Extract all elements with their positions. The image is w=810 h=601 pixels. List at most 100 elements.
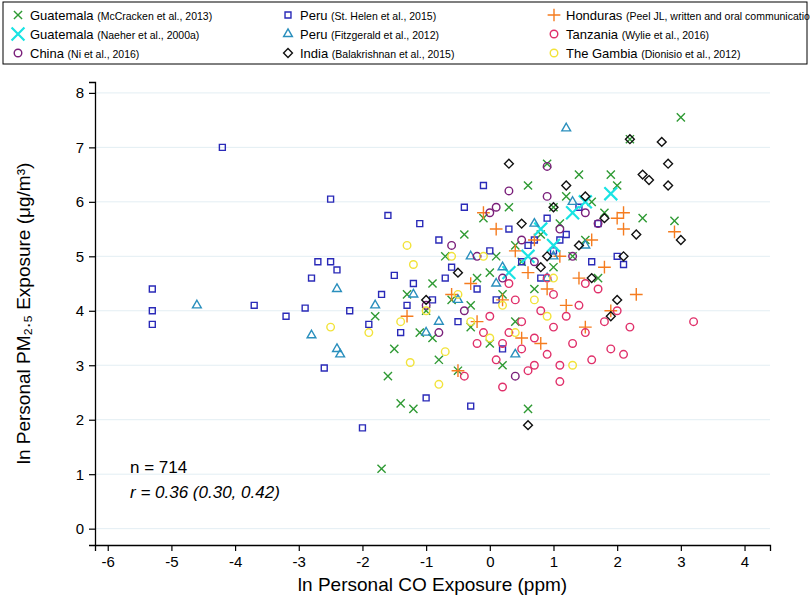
point xyxy=(676,236,685,245)
point xyxy=(422,295,431,304)
tick: -6 xyxy=(102,545,115,570)
point xyxy=(480,253,488,261)
legend-symbol xyxy=(285,12,291,18)
point xyxy=(670,217,678,225)
point xyxy=(434,317,443,325)
tick: 5 xyxy=(76,248,95,265)
point xyxy=(377,465,385,473)
point xyxy=(530,219,539,227)
point xyxy=(575,241,584,250)
point xyxy=(543,163,551,171)
point xyxy=(391,272,397,278)
legend-label: China (Ni et al., 2016) xyxy=(30,46,139,61)
tick: -4 xyxy=(229,545,242,570)
point xyxy=(587,274,596,283)
point xyxy=(486,312,494,320)
legend-symbol xyxy=(548,9,561,22)
point xyxy=(511,329,519,337)
point xyxy=(604,304,617,317)
tick: 3 xyxy=(76,357,95,374)
point xyxy=(569,361,577,369)
point xyxy=(359,425,365,431)
point xyxy=(477,206,490,219)
point xyxy=(625,135,634,144)
tick: 2 xyxy=(613,545,621,570)
plot-area xyxy=(149,113,697,472)
point xyxy=(448,253,456,261)
point xyxy=(480,183,486,189)
tick-mark xyxy=(681,545,682,551)
point xyxy=(460,230,468,238)
tick-label: 2 xyxy=(76,411,84,428)
point xyxy=(511,296,519,304)
y-axis-title: ln Personal PM₂.₅ Exposure (μg/m³) xyxy=(13,163,34,465)
point xyxy=(321,365,327,371)
point xyxy=(600,214,609,223)
point xyxy=(404,302,410,308)
series xyxy=(422,135,686,430)
point xyxy=(630,288,643,301)
series xyxy=(422,163,602,380)
point xyxy=(442,275,448,281)
x-axis: -6-5-4-3-2-101234 xyxy=(96,545,771,570)
point xyxy=(499,340,507,348)
tick-mark xyxy=(426,545,427,551)
point xyxy=(473,340,481,348)
point xyxy=(677,113,685,121)
point xyxy=(327,323,335,331)
legend-label: Guatemala (Naeher et al., 2000a) xyxy=(30,27,199,42)
series xyxy=(193,123,590,357)
legend-symbol xyxy=(12,28,25,41)
point xyxy=(509,244,522,257)
point xyxy=(560,299,573,312)
tick: 2 xyxy=(76,411,95,428)
point xyxy=(384,372,392,380)
point xyxy=(550,274,558,282)
point xyxy=(461,307,469,315)
point xyxy=(620,351,628,359)
tick-mark xyxy=(89,365,95,366)
point xyxy=(505,187,513,195)
point xyxy=(455,319,461,325)
point xyxy=(441,348,449,356)
point xyxy=(579,195,592,208)
point xyxy=(550,291,558,299)
point xyxy=(632,230,641,239)
tick-mark xyxy=(89,311,95,312)
point xyxy=(328,259,334,265)
point xyxy=(541,283,554,296)
tick: -1 xyxy=(420,545,433,570)
point xyxy=(569,253,577,261)
point xyxy=(579,321,592,334)
grid-line xyxy=(95,365,770,366)
point xyxy=(543,351,551,359)
point xyxy=(531,296,539,304)
point xyxy=(496,294,509,307)
tick-label: -6 xyxy=(102,553,115,570)
point xyxy=(568,197,577,205)
legend-label: Honduras (Peel JL, written and oral comm… xyxy=(566,8,810,23)
x-axis-title: ln Personal CO Exposure (ppm) xyxy=(298,574,567,595)
legend-symbol xyxy=(14,49,22,57)
point xyxy=(613,307,621,315)
point xyxy=(499,302,507,310)
point xyxy=(334,267,340,273)
point xyxy=(530,285,538,293)
tick-label: -1 xyxy=(420,553,433,570)
point xyxy=(486,269,494,277)
point xyxy=(251,302,257,308)
tick-label: 2 xyxy=(613,553,621,570)
point xyxy=(315,259,321,265)
point xyxy=(522,250,535,263)
point xyxy=(607,171,615,179)
axis-line xyxy=(89,83,96,546)
legend-symbol xyxy=(550,30,558,38)
point xyxy=(371,300,380,308)
point xyxy=(534,223,547,236)
point xyxy=(598,261,611,274)
point xyxy=(473,274,481,282)
point xyxy=(518,318,526,326)
point xyxy=(550,323,558,331)
point xyxy=(328,196,334,202)
tick-label: 5 xyxy=(76,248,84,265)
